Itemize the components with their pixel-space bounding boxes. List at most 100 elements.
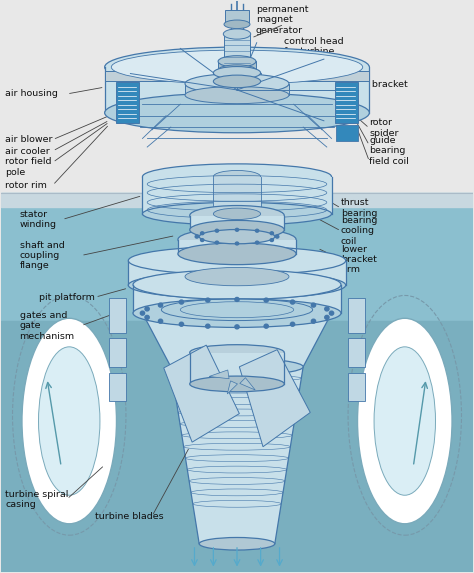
- Ellipse shape: [223, 29, 251, 39]
- Bar: [348, 299, 365, 332]
- Text: air cooler: air cooler: [5, 147, 50, 155]
- Ellipse shape: [105, 93, 369, 133]
- Ellipse shape: [199, 230, 275, 244]
- Bar: [190, 352, 284, 384]
- Ellipse shape: [145, 307, 149, 311]
- Ellipse shape: [206, 298, 210, 302]
- Bar: [109, 338, 126, 367]
- Ellipse shape: [190, 345, 284, 360]
- Ellipse shape: [185, 74, 289, 93]
- Ellipse shape: [143, 164, 331, 190]
- Text: pit platform: pit platform: [38, 293, 94, 301]
- Bar: [0, 193, 474, 207]
- Ellipse shape: [128, 272, 346, 299]
- Bar: [128, 261, 346, 285]
- Ellipse shape: [236, 242, 238, 245]
- Ellipse shape: [38, 347, 100, 495]
- Ellipse shape: [105, 47, 369, 87]
- Bar: [109, 299, 126, 332]
- Ellipse shape: [140, 311, 145, 315]
- Bar: [294, 71, 369, 81]
- Ellipse shape: [133, 299, 341, 327]
- Bar: [218, 61, 256, 70]
- Text: exciter: exciter: [128, 71, 161, 80]
- Polygon shape: [239, 350, 310, 447]
- Ellipse shape: [325, 307, 329, 311]
- Polygon shape: [171, 367, 303, 544]
- Ellipse shape: [235, 325, 239, 329]
- Bar: [213, 176, 261, 214]
- Ellipse shape: [374, 347, 436, 495]
- Ellipse shape: [128, 246, 346, 275]
- Ellipse shape: [206, 324, 210, 328]
- Ellipse shape: [215, 229, 219, 232]
- Text: control head
for turbine
blades: control head for turbine blades: [284, 37, 344, 66]
- Polygon shape: [143, 313, 331, 367]
- Bar: [225, 10, 249, 24]
- Ellipse shape: [213, 75, 261, 88]
- Ellipse shape: [264, 324, 268, 328]
- Ellipse shape: [218, 65, 256, 75]
- Ellipse shape: [190, 206, 284, 226]
- Text: rotor field
pole: rotor field pole: [5, 158, 52, 176]
- Text: permanent
magnet
generator: permanent magnet generator: [256, 5, 309, 34]
- Ellipse shape: [158, 303, 163, 307]
- Ellipse shape: [291, 322, 295, 326]
- Polygon shape: [164, 345, 239, 442]
- Text: turbine spiral
casing: turbine spiral casing: [5, 489, 69, 509]
- Bar: [178, 240, 296, 254]
- Ellipse shape: [195, 236, 199, 238]
- Text: rotor
spider: rotor spider: [369, 119, 399, 138]
- Bar: [348, 372, 365, 401]
- Ellipse shape: [201, 239, 204, 241]
- Bar: [117, 82, 139, 123]
- Text: air blower: air blower: [5, 135, 53, 144]
- Ellipse shape: [224, 20, 250, 29]
- Ellipse shape: [179, 322, 183, 326]
- Ellipse shape: [275, 236, 279, 238]
- Ellipse shape: [145, 315, 149, 319]
- Ellipse shape: [264, 298, 268, 302]
- Ellipse shape: [255, 241, 259, 244]
- Bar: [348, 338, 365, 367]
- Ellipse shape: [213, 208, 261, 219]
- Ellipse shape: [311, 303, 316, 307]
- Text: shaft and
coupling
flange: shaft and coupling flange: [19, 241, 64, 270]
- Text: bearing
cooling
coil: bearing cooling coil: [341, 216, 377, 246]
- Ellipse shape: [213, 170, 261, 183]
- Text: thrust
bearing: thrust bearing: [341, 198, 377, 218]
- Text: field coil: field coil: [369, 157, 409, 166]
- Bar: [105, 71, 180, 81]
- Bar: [185, 84, 289, 95]
- Ellipse shape: [171, 358, 303, 375]
- Ellipse shape: [329, 311, 334, 315]
- Polygon shape: [209, 370, 229, 379]
- Ellipse shape: [22, 318, 117, 524]
- Text: rotor rim: rotor rim: [5, 181, 47, 190]
- Ellipse shape: [235, 297, 239, 301]
- Ellipse shape: [255, 229, 259, 232]
- Ellipse shape: [185, 268, 289, 286]
- Text: collector: collector: [261, 72, 301, 81]
- Bar: [213, 73, 261, 81]
- Bar: [335, 82, 357, 123]
- Text: upper bracket: upper bracket: [341, 80, 408, 89]
- Ellipse shape: [291, 300, 295, 304]
- Ellipse shape: [143, 202, 331, 225]
- Ellipse shape: [213, 66, 261, 79]
- Bar: [109, 372, 126, 401]
- Ellipse shape: [199, 537, 275, 550]
- Text: guide
bearing: guide bearing: [369, 136, 406, 155]
- Bar: [133, 285, 341, 313]
- Ellipse shape: [190, 221, 284, 239]
- Ellipse shape: [201, 232, 204, 235]
- Polygon shape: [240, 378, 255, 390]
- Text: air housing: air housing: [5, 89, 58, 99]
- Ellipse shape: [215, 241, 219, 244]
- Bar: [190, 215, 284, 230]
- Ellipse shape: [218, 56, 256, 67]
- Ellipse shape: [178, 228, 296, 251]
- Bar: [336, 125, 357, 142]
- Text: gates and
gate
mechanism: gates and gate mechanism: [19, 311, 75, 340]
- Bar: [224, 34, 250, 62]
